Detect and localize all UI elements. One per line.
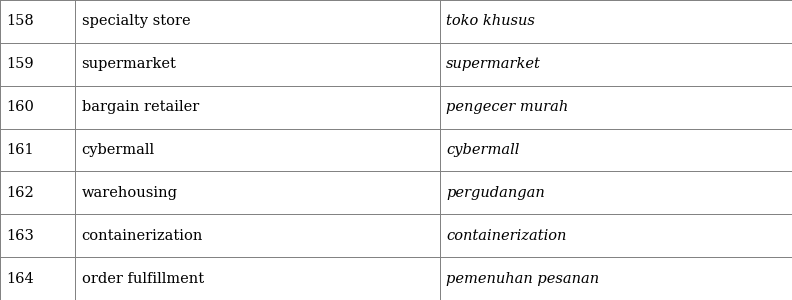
Text: supermarket: supermarket [82, 57, 177, 71]
Text: 163: 163 [6, 229, 34, 243]
Text: containerization: containerization [82, 229, 203, 243]
Text: cybermall: cybermall [82, 143, 154, 157]
Text: order fulfillment: order fulfillment [82, 272, 204, 286]
Text: 158: 158 [6, 14, 34, 28]
Text: 161: 161 [6, 143, 34, 157]
Text: containerization: containerization [446, 229, 566, 243]
Text: pengecer murah: pengecer murah [446, 100, 568, 114]
Text: pemenuhan pesanan: pemenuhan pesanan [446, 272, 599, 286]
Text: pergudangan: pergudangan [446, 186, 545, 200]
Text: specialty store: specialty store [82, 14, 190, 28]
Text: warehousing: warehousing [82, 186, 177, 200]
Text: 160: 160 [6, 100, 34, 114]
Text: 162: 162 [6, 186, 34, 200]
Text: toko khusus: toko khusus [446, 14, 535, 28]
Text: bargain retailer: bargain retailer [82, 100, 199, 114]
Text: supermarket: supermarket [446, 57, 541, 71]
Text: cybermall: cybermall [446, 143, 520, 157]
Text: 159: 159 [6, 57, 34, 71]
Text: 164: 164 [6, 272, 34, 286]
